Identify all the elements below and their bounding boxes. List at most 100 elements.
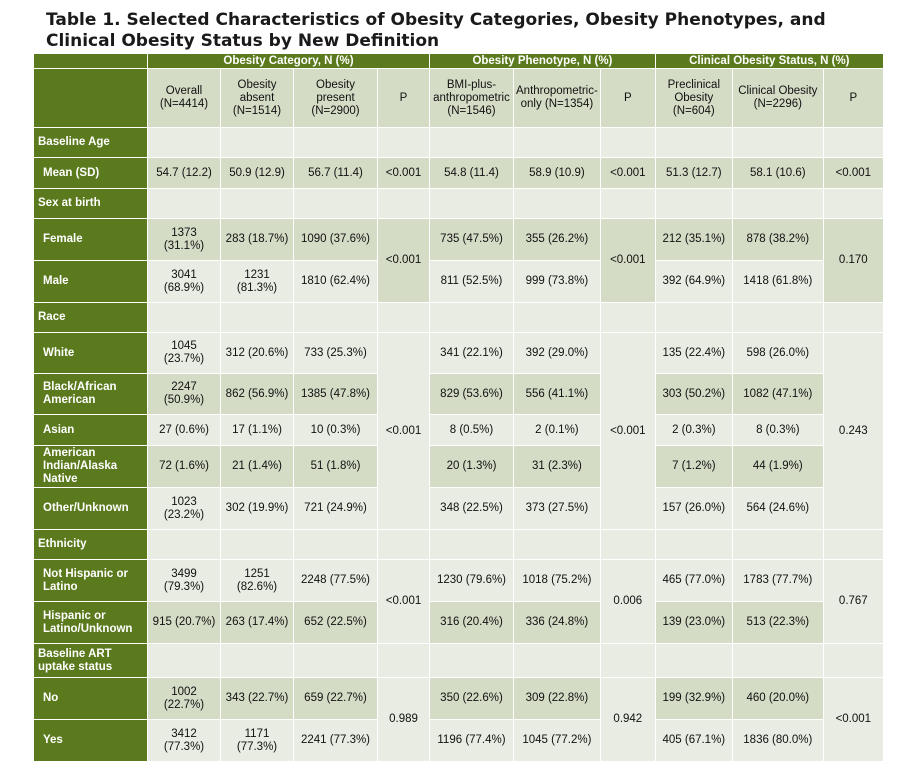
p-value: 0.243 [823, 333, 883, 529]
row-label: Asian [34, 415, 147, 445]
table-row: Mean (SD) 54.7 (12.2) 50.9 (12.9) 56.7 (… [34, 158, 883, 188]
col-clinical: Clinical Obesity (N=2296) [732, 69, 823, 127]
row-label: Other/Unknown [34, 488, 147, 529]
table-row: White 1045 (23.7%) 312 (20.6%) 733 (25.3… [34, 333, 883, 529]
section-label: Baseline ART uptake status [34, 644, 147, 677]
cell: 303 (50.2%) [655, 374, 732, 414]
table-row: Yes 3412 (77.3%) 1171 (77.3%) 2241 (77.3… [34, 720, 883, 761]
p-value: <0.001 [378, 158, 429, 188]
cell: 56.7 (11.4) [294, 158, 377, 188]
row-label: Male [34, 261, 147, 302]
cell: 3041 (68.9%) [148, 261, 220, 302]
cell: 302 (19.9%) [221, 488, 293, 529]
cell: 405 (67.1%) [655, 720, 732, 761]
cell: 50.9 (12.9) [221, 158, 293, 188]
group-header-row: Obesity Category, N (%) Obesity Phenotyp… [34, 54, 883, 68]
cell: 862 (56.9%) [221, 374, 293, 414]
section-label: Ethnicity [34, 530, 147, 559]
col-p-phenotype: P [600, 69, 655, 127]
table-row: Black/African American 2247 (50.9%) 862 … [34, 374, 883, 414]
cell: 1373 (31.1%) [148, 219, 220, 260]
cell: 1002 (22.7%) [148, 678, 220, 719]
p-value: 0.989 [378, 678, 429, 761]
row-label: White [34, 333, 147, 373]
cell: 139 (23.0%) [655, 602, 732, 643]
p-value: <0.001 [378, 333, 429, 529]
cell: 373 (27.5%) [514, 488, 600, 529]
col-p-clinical: P [823, 69, 883, 127]
p-value: <0.001 [378, 560, 429, 643]
cell: 1196 (77.4%) [430, 720, 513, 761]
cell: 1045 (23.7%) [148, 333, 220, 373]
section-label: Baseline Age [34, 128, 147, 157]
row-label: Black/African American [34, 374, 147, 414]
cell: 355 (26.2%) [514, 219, 600, 260]
group-clinical-status: Clinical Obesity Status, N (%) [655, 54, 883, 68]
cell: 2 (0.3%) [655, 415, 732, 445]
group-obesity-phenotype: Obesity Phenotype, N (%) [430, 54, 655, 68]
cell: 283 (18.7%) [221, 219, 293, 260]
cell: 263 (17.4%) [221, 602, 293, 643]
table-row: Hispanic or Latino/Unknown 915 (20.7%) 2… [34, 602, 883, 643]
cell: 17 (1.1%) [221, 415, 293, 445]
row-label: Hispanic or Latino/Unknown [34, 602, 147, 643]
p-value: <0.001 [600, 158, 655, 188]
col-obesity-absent: Obesity absent (N=1514) [221, 69, 293, 127]
cell: 1810 (62.4%) [294, 261, 377, 302]
cell: 2 (0.1%) [514, 415, 600, 445]
cell: 1418 (61.8%) [732, 261, 823, 302]
cell: 54.7 (12.2) [148, 158, 220, 188]
cell: 392 (64.9%) [655, 261, 732, 302]
cell: 157 (26.0%) [655, 488, 732, 529]
cell: 341 (22.1%) [430, 333, 513, 373]
cell: 513 (22.3%) [732, 602, 823, 643]
characteristics-table: Obesity Category, N (%) Obesity Phenotyp… [33, 53, 884, 762]
cell: 51 (1.8%) [294, 446, 377, 487]
col-bmi-plus: BMI-plus-anthropometric (N=1546) [430, 69, 513, 127]
cell: 1385 (47.8%) [294, 374, 377, 414]
cell: 2248 (77.5%) [294, 560, 377, 601]
row-label: Yes [34, 720, 147, 761]
cell: 336 (24.8%) [514, 602, 600, 643]
cell: 556 (41.1%) [514, 374, 600, 414]
title-line-2: Clinical Obesity Status by New Definitio… [46, 31, 440, 51]
stub-header-cell [34, 69, 147, 127]
cell: 10 (0.3%) [294, 415, 377, 445]
cell: 58.1 (10.6) [732, 158, 823, 188]
cell: 199 (32.9%) [655, 678, 732, 719]
cell: 312 (20.6%) [221, 333, 293, 373]
p-value: <0.001 [600, 333, 655, 529]
cell: 1018 (75.2%) [514, 560, 600, 601]
cell: 3499 (79.3%) [148, 560, 220, 601]
p-value: <0.001 [600, 219, 655, 302]
row-label: American Indian/Alaska Native [34, 446, 147, 487]
cell: 2247 (50.9%) [148, 374, 220, 414]
p-value: 0.006 [600, 560, 655, 643]
cell: 348 (22.5%) [430, 488, 513, 529]
p-value: <0.001 [823, 678, 883, 761]
cell: 652 (22.5%) [294, 602, 377, 643]
cell: 21 (1.4%) [221, 446, 293, 487]
table-row: Other/Unknown 1023 (23.2%) 302 (19.9%) 7… [34, 488, 883, 529]
col-p-category: P [378, 69, 429, 127]
cell: 1251 (82.6%) [221, 560, 293, 601]
row-label: No [34, 678, 147, 719]
cell: 309 (22.8%) [514, 678, 600, 719]
cell: 721 (24.9%) [294, 488, 377, 529]
section-row-sex: Sex at birth [34, 189, 883, 218]
cell: 8 (0.5%) [430, 415, 513, 445]
p-value: 0.767 [823, 560, 883, 643]
p-value: 0.170 [823, 219, 883, 302]
section-row-age: Baseline Age [34, 128, 883, 157]
cell: 8 (0.3%) [732, 415, 823, 445]
cell: 58.9 (10.9) [514, 158, 600, 188]
cell: 1836 (80.0%) [732, 720, 823, 761]
cell: 460 (20.0%) [732, 678, 823, 719]
stub-header [34, 54, 147, 68]
cell: 598 (26.0%) [732, 333, 823, 373]
cell: 350 (22.6%) [430, 678, 513, 719]
cell: 2241 (77.3%) [294, 720, 377, 761]
cell: 54.8 (11.4) [430, 158, 513, 188]
col-preclinical: Preclinical Obesity (N=604) [655, 69, 732, 127]
cell: 7 (1.2%) [655, 446, 732, 487]
